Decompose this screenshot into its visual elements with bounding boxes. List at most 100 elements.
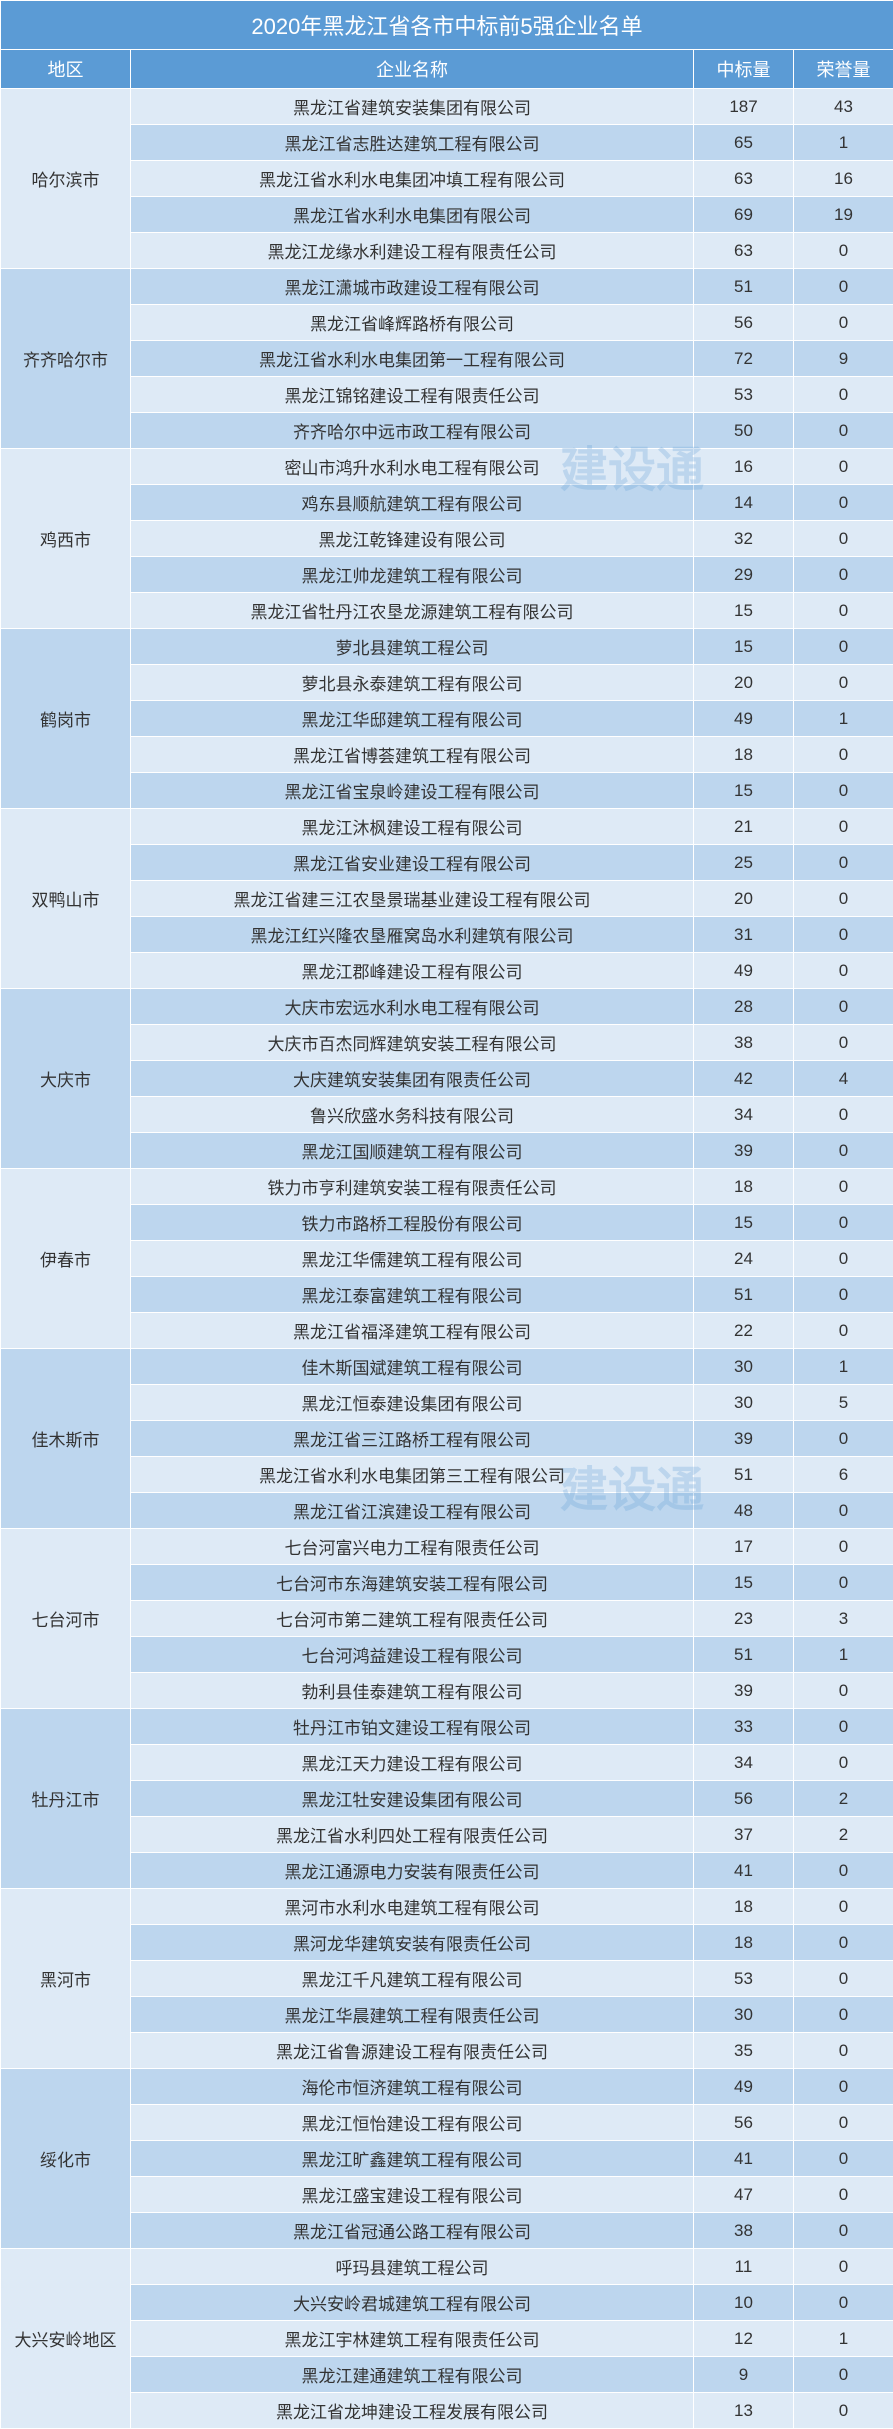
bid-cell: 12	[694, 2321, 794, 2357]
bid-cell: 13	[694, 2393, 794, 2429]
honor-cell: 0	[794, 485, 893, 521]
bid-cell: 16	[694, 449, 794, 485]
honor-cell: 0	[794, 1205, 893, 1241]
honor-cell: 1	[794, 1637, 893, 1673]
honor-cell: 0	[794, 2393, 893, 2429]
company-cell: 黑龙江省水利水电集团第一工程有限公司	[131, 341, 694, 377]
bid-cell: 15	[694, 593, 794, 629]
bid-cell: 37	[694, 1817, 794, 1853]
bid-cell: 17	[694, 1529, 794, 1565]
bid-cell: 9	[694, 2357, 794, 2393]
honor-cell: 0	[794, 1745, 893, 1781]
honor-cell: 0	[794, 269, 893, 305]
bid-cell: 49	[694, 701, 794, 737]
company-cell: 黑龙江省建筑安装集团有限公司	[131, 89, 694, 125]
honor-cell: 0	[794, 1853, 893, 1889]
honor-cell: 0	[794, 233, 893, 269]
region-cell: 七台河市	[1, 1529, 131, 1709]
bid-cell: 30	[694, 1997, 794, 2033]
company-cell: 黑龙江省三江路桥工程有限公司	[131, 1421, 694, 1457]
honor-cell: 0	[794, 2105, 893, 2141]
column-header-honor: 荣誉量	[794, 50, 893, 89]
bid-cell: 21	[694, 809, 794, 845]
honor-cell: 0	[794, 737, 893, 773]
bid-cell: 49	[694, 953, 794, 989]
honor-cell: 0	[794, 1133, 893, 1169]
company-cell: 大兴安岭君城建筑工程有限公司	[131, 2285, 694, 2321]
bid-cell: 10	[694, 2285, 794, 2321]
bid-cell: 34	[694, 1097, 794, 1133]
company-cell: 黑龙江省龙坤建设工程发展有限公司	[131, 2393, 694, 2429]
honor-cell: 1	[794, 125, 893, 161]
bid-cell: 41	[694, 2141, 794, 2177]
company-cell: 鸡东县顺航建筑工程有限公司	[131, 485, 694, 521]
honor-cell: 0	[794, 1529, 893, 1565]
bid-cell: 30	[694, 1385, 794, 1421]
honor-cell: 0	[794, 2033, 893, 2069]
honor-cell: 0	[794, 1493, 893, 1529]
region-cell: 佳木斯市	[1, 1349, 131, 1529]
company-cell: 大庆市宏远水利水电工程有限公司	[131, 989, 694, 1025]
bid-cell: 187	[694, 89, 794, 125]
honor-cell: 0	[794, 2249, 893, 2285]
company-cell: 黑龙江千凡建筑工程有限公司	[131, 1961, 694, 1997]
bid-cell: 33	[694, 1709, 794, 1745]
company-cell: 密山市鸿升水利水电工程有限公司	[131, 449, 694, 485]
bid-cell: 63	[694, 161, 794, 197]
honor-cell: 1	[794, 1349, 893, 1385]
honor-cell: 1	[794, 2321, 893, 2357]
bid-cell: 18	[694, 1169, 794, 1205]
honor-cell: 0	[794, 2213, 893, 2249]
company-cell: 海伦市恒济建筑工程有限公司	[131, 2069, 694, 2105]
honor-cell: 0	[794, 1313, 893, 1349]
honor-cell: 0	[794, 1997, 893, 2033]
bid-cell: 28	[694, 989, 794, 1025]
company-cell: 黑河市水利水电建筑工程有限公司	[131, 1889, 694, 1925]
company-cell: 黑龙江帅龙建筑工程有限公司	[131, 557, 694, 593]
bid-cell: 53	[694, 1961, 794, 1997]
company-cell: 黑龙江恒泰建设集团有限公司	[131, 1385, 694, 1421]
bid-cell: 29	[694, 557, 794, 593]
bid-cell: 11	[694, 2249, 794, 2285]
honor-cell: 16	[794, 161, 893, 197]
company-cell: 佳木斯国斌建筑工程有限公司	[131, 1349, 694, 1385]
company-cell: 黑龙江华邸建筑工程有限公司	[131, 701, 694, 737]
bid-cell: 39	[694, 1133, 794, 1169]
company-cell: 黑龙江宇林建筑工程有限责任公司	[131, 2321, 694, 2357]
company-cell: 黑龙江省志胜达建筑工程有限公司	[131, 125, 694, 161]
bid-cell: 56	[694, 1781, 794, 1817]
bid-cell: 72	[694, 341, 794, 377]
honor-cell: 0	[794, 305, 893, 341]
company-cell: 黑龙江建通建筑工程有限公司	[131, 2357, 694, 2393]
company-cell: 黑龙江旷鑫建筑工程有限公司	[131, 2141, 694, 2177]
bid-cell: 18	[694, 737, 794, 773]
bid-cell: 18	[694, 1925, 794, 1961]
honor-cell: 4	[794, 1061, 893, 1097]
honor-cell: 0	[794, 377, 893, 413]
honor-cell: 0	[794, 629, 893, 665]
honor-cell: 0	[794, 1169, 893, 1205]
honor-cell: 6	[794, 1457, 893, 1493]
bid-cell: 23	[694, 1601, 794, 1637]
company-cell: 黑龙江盛宝建设工程有限公司	[131, 2177, 694, 2213]
honor-cell: 0	[794, 665, 893, 701]
company-cell: 黑河龙华建筑安装有限责任公司	[131, 1925, 694, 1961]
honor-cell: 0	[794, 1961, 893, 1997]
honor-cell: 0	[794, 1889, 893, 1925]
bid-cell: 38	[694, 2213, 794, 2249]
bid-cell: 51	[694, 269, 794, 305]
company-cell: 黑龙江省鲁源建设工程有限责任公司	[131, 2033, 694, 2069]
bid-cell: 50	[694, 413, 794, 449]
company-cell: 七台河鸿益建设工程有限公司	[131, 1637, 694, 1673]
bid-cell: 35	[694, 2033, 794, 2069]
honor-cell: 0	[794, 593, 893, 629]
region-cell: 鸡西市	[1, 449, 131, 629]
honor-cell: 0	[794, 989, 893, 1025]
region-cell: 绥化市	[1, 2069, 131, 2249]
bid-cell: 53	[694, 377, 794, 413]
company-cell: 七台河市第二建筑工程有限责任公司	[131, 1601, 694, 1637]
honor-cell: 43	[794, 89, 893, 125]
region-cell: 大兴安岭地区	[1, 2249, 131, 2429]
honor-cell: 0	[794, 1241, 893, 1277]
company-cell: 黑龙江潇城市政建设工程有限公司	[131, 269, 694, 305]
